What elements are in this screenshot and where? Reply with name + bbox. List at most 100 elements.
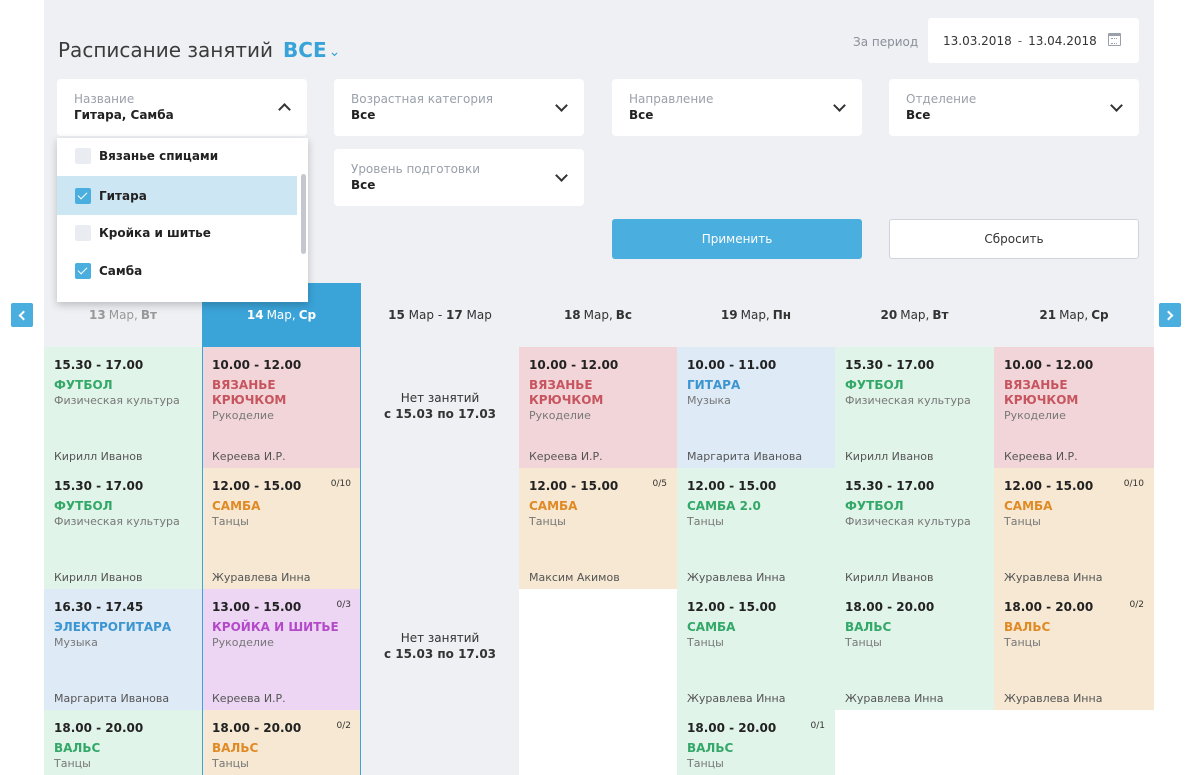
no-lessons-range: с 15.03 по 17.03 — [383, 647, 497, 661]
day-weekday: Вт — [140, 308, 157, 322]
merged-from-month: Мар — [408, 308, 434, 322]
lesson-teacher: Журавлева Инна — [687, 692, 786, 705]
lesson-card[interactable]: 10.00 - 12.00 Вязанье крючком Рукоделие … — [202, 347, 361, 468]
lesson-time: 18.00 - 20.00 — [54, 721, 144, 735]
lesson-card[interactable]: 18.00 - 20.00 0/2 Вальс Танцы — [202, 710, 361, 775]
lesson-time: 12.00 - 15.00 — [529, 479, 619, 493]
filter-age-select[interactable]: Возрастная категория Все — [334, 79, 584, 136]
day-number: 20 — [880, 308, 898, 322]
checkbox-checked-icon[interactable] — [75, 187, 91, 204]
lesson-card[interactable]: 18.00 - 20.00 0/1 Вальс Танцы — [677, 710, 835, 775]
dropdown-scrollbar[interactable] — [301, 174, 306, 254]
lesson-teacher: Журавлева Инна — [1004, 571, 1103, 584]
period-to: 13.04.2018 — [1028, 33, 1097, 48]
filter-level-label: Уровень подготовки — [351, 162, 481, 176]
lesson-seats-count: 0/5 — [652, 479, 667, 489]
lesson-time: 18.00 - 20.00 — [1004, 600, 1094, 614]
checkbox-checked-icon[interactable] — [75, 262, 91, 279]
day-number: 19 — [720, 308, 738, 322]
prev-week-button[interactable] — [11, 303, 33, 327]
next-week-button[interactable] — [1159, 303, 1181, 327]
lesson-time: 10.00 - 12.00 — [1004, 358, 1094, 372]
lesson-teacher: Журавлева Инна — [212, 571, 311, 584]
lesson-teacher: Кирилл Иванов — [54, 571, 143, 584]
dropdown-option[interactable]: Кройка и шитье — [57, 213, 297, 252]
lesson-card[interactable]: 15.30 - 17.00 Футбол Физическая культура… — [835, 468, 994, 589]
lesson-seats-count: 0/2 — [1129, 600, 1144, 610]
calendar-icon[interactable] — [1108, 33, 1121, 46]
lesson-teacher: Маргарита Иванова — [54, 692, 170, 705]
no-lessons-range: с 15.03 по 17.03 — [383, 407, 497, 421]
lesson-card[interactable]: 18.00 - 20.00 Вальс Танцы — [44, 710, 202, 775]
apply-button[interactable]: Применить — [612, 219, 862, 259]
lesson-teacher: Кереева И.Р. — [529, 450, 603, 463]
filter-direction-select[interactable]: Направление Все — [612, 79, 862, 136]
filter-level-select[interactable]: Уровень подготовки Все — [334, 149, 584, 206]
lesson-card[interactable]: 15.30 - 17.00 Футбол Физическая культура… — [835, 347, 994, 468]
filter-department-value: Все — [906, 108, 931, 122]
lesson-card[interactable]: 13.00 - 15.00 0/3 Кройка и шитье Рукодел… — [202, 589, 361, 710]
filter-name-value: Гитара, Самба — [74, 108, 174, 122]
filter-age-value: Все — [351, 108, 376, 122]
title-filter-toggle[interactable]: ВСЕ ⌄ — [283, 38, 340, 62]
lesson-time: 10.00 - 12.00 — [529, 358, 619, 372]
day-header[interactable]: 20 Мар, Вт — [835, 283, 994, 347]
lesson-teacher: Кирилл Иванов — [54, 450, 143, 463]
lesson-card[interactable]: 12.00 - 15.00 Самба 2.0 Танцы Журавлева … — [677, 468, 835, 589]
chevron-down-icon: ⌄ — [328, 44, 341, 60]
lesson-card[interactable]: 15.30 - 17.00 Футбол Физическая культура… — [44, 347, 202, 468]
day-header[interactable]: 21 Мар, Ср — [994, 283, 1154, 347]
day-month: Мар, — [1059, 308, 1089, 322]
filter-direction-label: Направление — [629, 92, 714, 106]
lesson-teacher: Журавлева Инна — [1004, 692, 1103, 705]
merged-days-header[interactable]: 15 Мар - 17 Мар — [361, 283, 519, 347]
lesson-category: Рукоделие — [529, 409, 591, 422]
lesson-category: Танцы — [687, 636, 724, 649]
lesson-teacher: Журавлева Инна — [845, 692, 944, 705]
checkbox-unchecked-icon[interactable] — [75, 224, 91, 241]
lesson-name: Футбол — [54, 499, 113, 513]
lesson-time: 12.00 - 15.00 — [687, 600, 777, 614]
lesson-card[interactable]: 10.00 - 11.00 Гитара Музыка Маргарита Ив… — [677, 347, 835, 468]
lesson-card[interactable]: 10.00 - 12.00 Вязанье крючком Рукоделие … — [519, 347, 677, 468]
period-separator: - — [1017, 33, 1023, 48]
day-number: 13 — [89, 308, 106, 322]
period-picker[interactable]: 13.03.2018 - 13.04.2018 — [928, 18, 1139, 63]
lesson-card[interactable]: 12.00 - 15.00 0/10 Самба Танцы Журавлева… — [202, 468, 361, 589]
lesson-teacher: Максим Акимов — [529, 571, 620, 584]
lesson-card[interactable]: 18.00 - 20.00 0/2 Вальс Танцы Журавлева … — [994, 589, 1154, 710]
lesson-time: 15.30 - 17.00 — [845, 358, 935, 372]
filter-name-select[interactable]: Название Гитара, Самба — [57, 79, 307, 136]
filter-department-select[interactable]: Отделение Все — [889, 79, 1139, 136]
option-label: Вязанье спицами — [99, 148, 219, 163]
lesson-teacher: Маргарита Иванова — [687, 450, 803, 463]
lesson-card[interactable]: 12.00 - 15.00 0/5 Самба Танцы Максим Аки… — [519, 468, 677, 589]
lesson-category: Рукоделие — [212, 636, 274, 649]
lesson-card[interactable]: 12.00 - 15.00 Самба Танцы Журавлева Инна — [677, 589, 835, 710]
option-label: Кройка и шитье — [99, 225, 211, 240]
lesson-card[interactable]: 18.00 - 20.00 Вальс Танцы Журавлева Инна — [835, 589, 994, 710]
lesson-time: 18.00 - 20.00 — [687, 721, 777, 735]
lesson-name: Вальс — [54, 741, 101, 755]
checkbox-unchecked-icon[interactable] — [75, 147, 91, 164]
lesson-card[interactable]: 12.00 - 15.00 0/10 Самба Танцы Журавлева… — [994, 468, 1154, 589]
lesson-card[interactable]: 16.30 - 17.45 Электрогитара Музыка Марга… — [44, 589, 202, 710]
dropdown-option[interactable]: Гитара — [57, 176, 297, 215]
lesson-seats-count: 0/1 — [810, 721, 825, 731]
day-header[interactable]: 19 Мар, Пн — [677, 283, 835, 347]
lesson-time: 10.00 - 12.00 — [212, 358, 302, 372]
merged-days-column: 15 Мар - 17 Мар Нет занятий с 15.03 по 1… — [361, 283, 519, 775]
dropdown-option[interactable]: Самба — [57, 251, 297, 290]
lesson-category: Рукоделие — [1004, 409, 1066, 422]
filter-department-label: Отделение — [906, 92, 977, 106]
lesson-time: 12.00 - 15.00 — [687, 479, 777, 493]
lesson-card[interactable]: 10.00 - 12.00 Вязанье крючком Рукоделие … — [994, 347, 1154, 468]
lesson-name: Самба — [1004, 499, 1053, 513]
lesson-teacher: Кирилл Иванов — [845, 450, 934, 463]
no-lessons-text: Нет занятий — [400, 631, 480, 645]
day-header[interactable]: 18 Мар, Вс — [519, 283, 677, 347]
lesson-card[interactable]: 15.30 - 17.00 Футбол Физическая культура… — [44, 468, 202, 589]
dropdown-option[interactable]: Вязанье спицами — [57, 138, 297, 175]
reset-button[interactable]: Сбросить — [889, 219, 1139, 259]
day-month: Мар, — [108, 308, 138, 322]
